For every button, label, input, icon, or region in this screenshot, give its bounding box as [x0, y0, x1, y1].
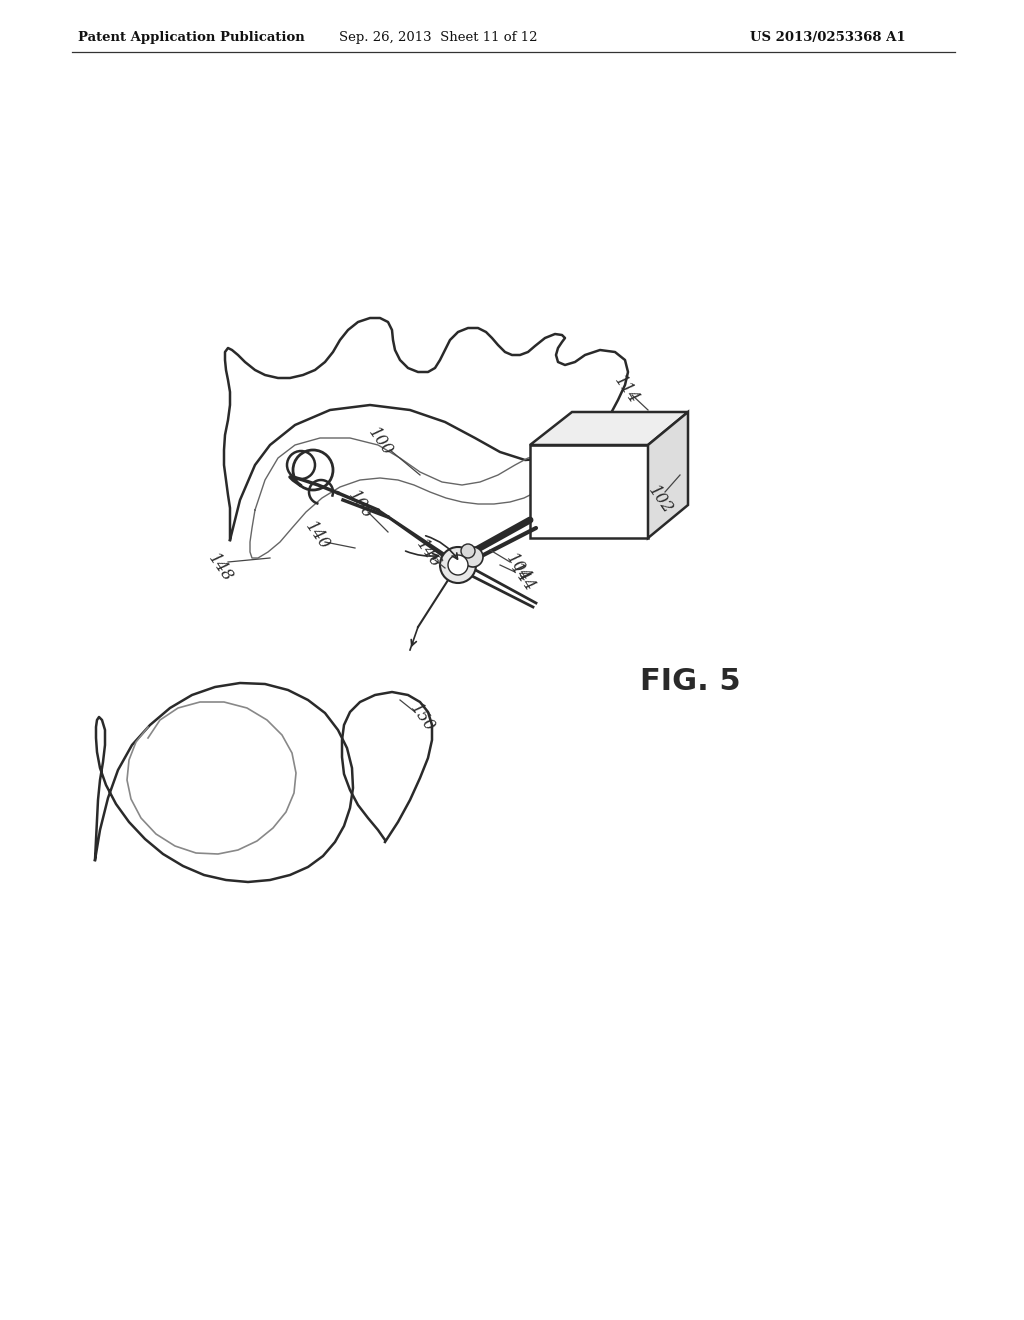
Text: 150: 150	[407, 701, 437, 735]
Text: 146: 146	[413, 537, 443, 572]
Text: 148: 148	[205, 550, 236, 585]
Text: 144: 144	[506, 561, 538, 595]
Text: 140: 140	[301, 519, 333, 553]
Circle shape	[440, 546, 476, 583]
Text: 106: 106	[344, 487, 376, 523]
Text: Sep. 26, 2013  Sheet 11 of 12: Sep. 26, 2013 Sheet 11 of 12	[339, 30, 538, 44]
Text: FIG. 5: FIG. 5	[640, 668, 740, 697]
Polygon shape	[530, 445, 648, 539]
Text: 114: 114	[610, 372, 642, 408]
Text: Patent Application Publication: Patent Application Publication	[78, 30, 305, 44]
Circle shape	[461, 544, 475, 558]
Polygon shape	[530, 412, 688, 445]
Circle shape	[449, 554, 468, 576]
Text: 104: 104	[503, 550, 534, 585]
Text: 100: 100	[365, 425, 395, 459]
Text: 102: 102	[644, 483, 676, 517]
Circle shape	[463, 546, 483, 568]
Text: US 2013/0253368 A1: US 2013/0253368 A1	[750, 30, 905, 44]
Polygon shape	[648, 412, 688, 539]
